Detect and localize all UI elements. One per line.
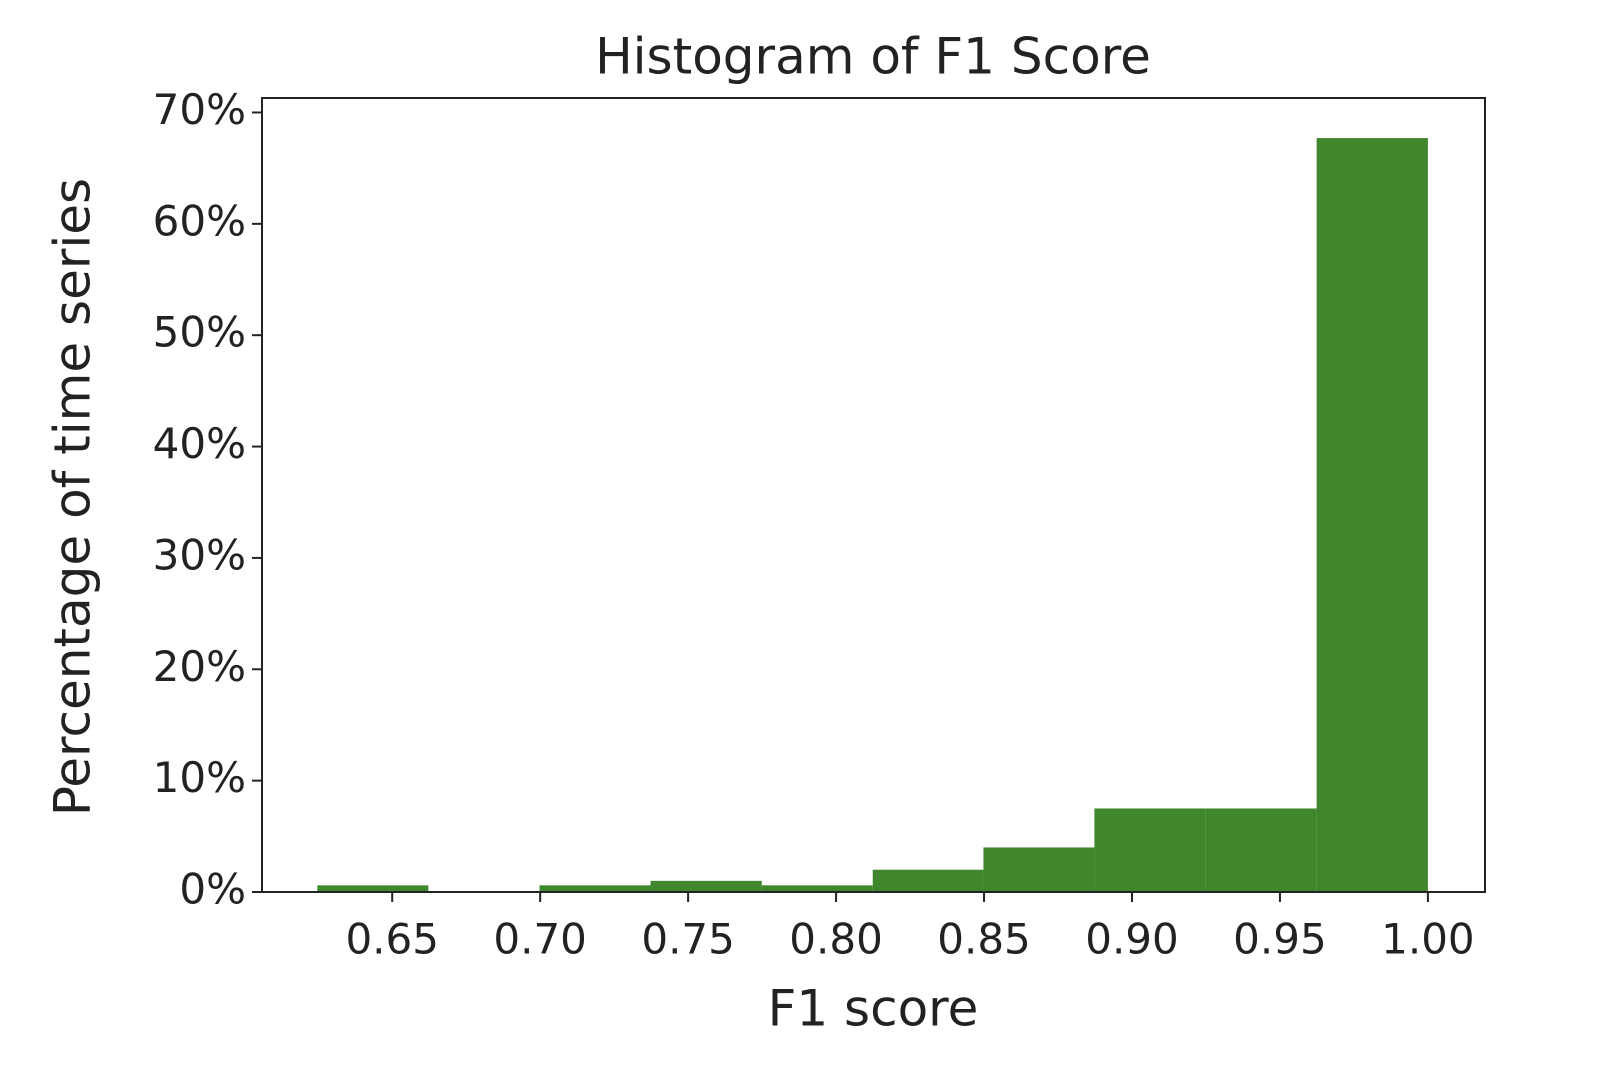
bar <box>650 880 762 892</box>
x-tick-label: 0.90 <box>1085 915 1179 964</box>
y-axis-label: Percentage of time series <box>44 178 102 816</box>
x-tick-label: 0.85 <box>937 915 1031 964</box>
y-tick-label: 40% <box>153 419 246 468</box>
y-tick-label: 60% <box>153 196 246 245</box>
y-tick-label: 20% <box>153 642 246 691</box>
y-tick-label: 30% <box>153 530 246 579</box>
x-tick-label: 0.65 <box>345 915 439 964</box>
bar <box>317 885 429 892</box>
x-tick-label: 0.95 <box>1233 915 1327 964</box>
bar <box>1205 808 1317 892</box>
x-axis-label: F1 score <box>768 980 979 1038</box>
plot-frame <box>261 97 1486 893</box>
y-tick-label: 0% <box>179 865 246 914</box>
y-tick-label: 10% <box>153 753 246 802</box>
chart-title: Histogram of F1 Score <box>595 28 1151 86</box>
bar <box>761 885 873 892</box>
bar <box>872 869 984 892</box>
x-tick-label: 0.70 <box>493 915 587 964</box>
bar <box>1316 138 1428 892</box>
x-tick-label: 0.80 <box>789 915 883 964</box>
bar <box>983 847 1095 892</box>
x-tick-label: 1.00 <box>1381 915 1475 964</box>
bar <box>1094 808 1206 892</box>
bar <box>539 885 651 892</box>
y-tick-label: 70% <box>153 85 246 134</box>
y-tick-label: 50% <box>153 308 246 357</box>
x-tick-label: 0.75 <box>641 915 735 964</box>
